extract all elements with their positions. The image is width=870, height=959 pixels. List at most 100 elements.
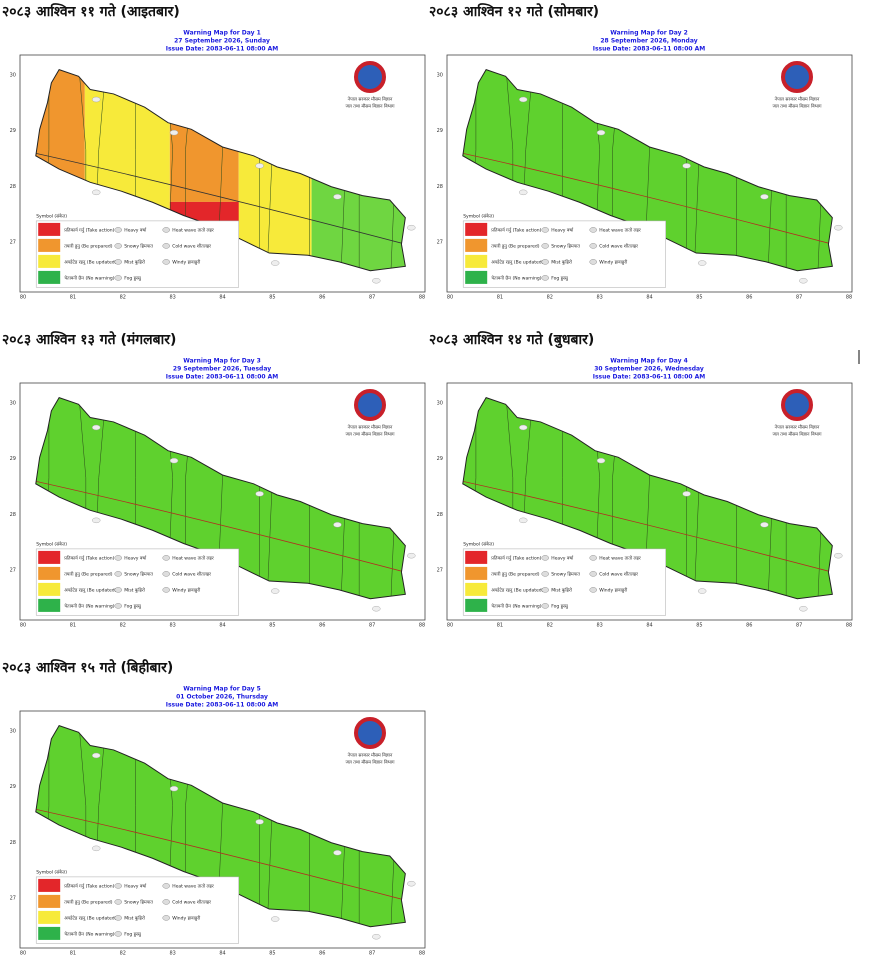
weather-icon — [92, 845, 101, 852]
legend-level: चेतावनी छैन (No warning) — [491, 274, 542, 281]
map-date: 27 September 2026, Sunday — [174, 38, 270, 45]
symbol-label: Cold wave शीतलहर — [172, 570, 211, 577]
weather-icon — [596, 457, 606, 464]
symbol-icon — [541, 603, 549, 609]
x-tick-label: 87 — [369, 623, 375, 629]
legend-level: प्रतिकार्य गर्नु (Take action) — [491, 554, 541, 561]
weather-icon — [519, 517, 528, 524]
legend-swatch — [465, 598, 488, 612]
symbol-icon — [589, 227, 597, 233]
x-tick-label: 83 — [169, 623, 175, 629]
legend-swatch — [465, 238, 488, 252]
x-tick-label: 86 — [319, 951, 325, 957]
legend-level: तयारी हुनु (Be prepared) — [64, 570, 113, 577]
legend-title: Symbol (संकेत) — [36, 868, 67, 875]
panel-heading: २०८३ आश्विन १२ गते (सोमबार) — [429, 3, 599, 20]
symbol-icon — [541, 259, 549, 265]
legend-box — [35, 220, 239, 288]
legend-swatch — [38, 894, 61, 908]
x-tick-label: 87 — [369, 951, 375, 957]
legend-box — [462, 220, 666, 288]
symbol-icon — [114, 555, 122, 561]
symbol-label: Heat wave तातो लहर — [172, 226, 214, 233]
symbol-label: Cold wave शीतलहर — [172, 898, 211, 905]
weather-icon — [799, 278, 808, 284]
legend-swatch — [38, 878, 61, 892]
x-tick-label: 86 — [319, 623, 325, 629]
logo-line: नेपाल सरकार मौसम विज्ञान — [775, 424, 820, 431]
weather-icon — [682, 163, 691, 169]
symbol-icon — [541, 571, 549, 577]
x-tick-label: 81 — [497, 623, 503, 629]
weather-icon — [407, 224, 416, 231]
symbol-label: Fog हुस्सु — [551, 603, 569, 609]
weather-icon — [372, 278, 381, 284]
x-tick-label: 81 — [70, 295, 76, 301]
legend-level: प्रतिकार्य गर्नु (Take action) — [64, 554, 114, 561]
symbol-icon — [114, 571, 122, 577]
legend-level: चेतावनी छैन (No warning) — [491, 602, 542, 609]
panel-heading: २०८३ आश्विन १३ गते (मंगलबार) — [2, 331, 176, 348]
symbol-label: Fog हुस्सु — [124, 603, 142, 609]
weather-icon — [372, 606, 381, 612]
legend-level: तयारी हुनु (Be prepared) — [64, 242, 113, 249]
legend-swatch — [38, 222, 61, 236]
symbol-icon — [162, 227, 170, 233]
map-panel: २०८३ आश्विन १५ गते (बिहीबार) Warning Map … — [2, 659, 426, 957]
map-issue: Issue Date: 2083-06-11 08:00 AM — [166, 374, 279, 381]
legend-title: Symbol (संकेत) — [36, 212, 67, 219]
symbol-label: Heavy वर्षा — [124, 554, 147, 561]
weather-icon — [697, 260, 707, 266]
x-tick-label: 85 — [269, 623, 275, 629]
symbol-icon — [589, 571, 597, 577]
y-tick-label: 28 — [10, 184, 16, 190]
legend-level: चेतावनी छैन (No warning) — [64, 602, 115, 609]
x-tick-label: 85 — [696, 295, 702, 301]
symbol-icon — [541, 587, 549, 593]
map-date: 28 September 2026, Monday — [600, 38, 697, 45]
y-tick-label: 29 — [10, 128, 16, 134]
weather-icon — [92, 189, 101, 196]
legend-title: Symbol (संकेत) — [463, 212, 494, 219]
y-tick-label: 27 — [437, 568, 443, 574]
x-tick-label: 88 — [846, 295, 852, 301]
legend-level: अपडेटेड रहनु (Be updated) — [491, 586, 543, 593]
weather-icon — [92, 424, 101, 431]
symbol-icon — [541, 275, 549, 281]
x-tick-label: 82 — [120, 951, 126, 957]
legend-swatch — [465, 550, 488, 564]
y-tick-label: 30 — [437, 73, 443, 79]
symbol-icon — [114, 587, 122, 593]
legend-level: चेतावनी छैन (No warning) — [64, 274, 115, 281]
symbol-label: Snowy हिमपात — [124, 570, 153, 577]
symbol-icon — [589, 555, 597, 561]
logo-line: जल तथा मौसम विज्ञान विभाग — [345, 431, 395, 438]
x-tick-label: 83 — [169, 295, 175, 301]
legend-level: तयारी हुनु (Be prepared) — [64, 898, 113, 905]
symbol-icon — [589, 243, 597, 249]
symbol-label: Heavy वर्षा — [124, 226, 147, 233]
weather-icon — [333, 194, 342, 200]
logo-line: जल तथा मौसम विज्ञान विभाग — [772, 103, 822, 110]
nepal-outline — [35, 69, 406, 272]
map-panel: २०८३ आश्विन १४ गते (बुधबार) Warning Map f… — [429, 331, 853, 629]
map-title: Warning Map for Day 5 — [183, 686, 261, 693]
symbol-icon — [162, 243, 170, 249]
symbol-label: Heavy वर्षा — [551, 226, 574, 233]
legend-level: अपडेटेड रहनु (Be updated) — [491, 258, 543, 265]
weather-icon — [255, 491, 264, 497]
legend-swatch — [38, 238, 61, 252]
legend-swatch — [38, 926, 61, 940]
province-line — [35, 149, 406, 250]
legend-level: प्रतिकार्य गर्नु (Take action) — [491, 226, 541, 233]
x-tick-label: 80 — [447, 295, 453, 301]
x-tick-label: 85 — [269, 295, 275, 301]
legend-swatch — [465, 582, 488, 596]
y-tick-label: 30 — [10, 73, 16, 79]
weather-icon — [270, 588, 280, 594]
symbol-label: Fog हुस्सु — [124, 931, 142, 937]
map-title: Warning Map for Day 4 — [610, 358, 688, 365]
weather-icon — [519, 189, 528, 196]
weather-icon — [519, 96, 528, 103]
logo-line: नेपाल सरकार मौसम विज्ञान — [775, 96, 820, 103]
